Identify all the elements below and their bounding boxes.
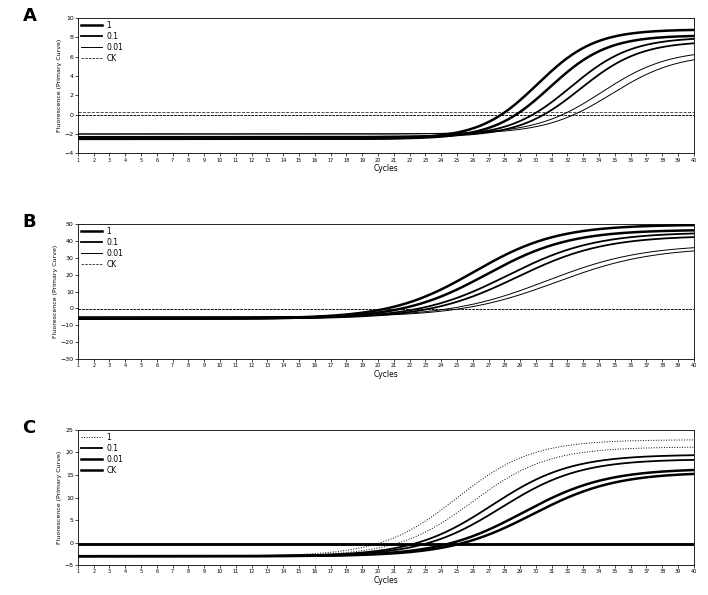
Y-axis label: Fluorescence (Primary Curve): Fluorescence (Primary Curve) xyxy=(57,39,62,132)
Text: A: A xyxy=(23,7,36,25)
Legend: 1, 0.1, 0.01, CK: 1, 0.1, 0.01, CK xyxy=(80,20,124,64)
Legend: 1, 0.1, 0.01, CK: 1, 0.1, 0.01, CK xyxy=(80,432,124,475)
X-axis label: Cycles: Cycles xyxy=(374,164,398,173)
Text: C: C xyxy=(23,419,35,437)
Legend: 1, 0.1, 0.01, CK: 1, 0.1, 0.01, CK xyxy=(80,226,124,270)
Text: B: B xyxy=(23,213,36,231)
X-axis label: Cycles: Cycles xyxy=(374,576,398,585)
Y-axis label: Fluorescence (Primary Curve): Fluorescence (Primary Curve) xyxy=(57,451,62,544)
X-axis label: Cycles: Cycles xyxy=(374,370,398,379)
Y-axis label: Fluorescence (Primary Curve): Fluorescence (Primary Curve) xyxy=(53,245,58,338)
